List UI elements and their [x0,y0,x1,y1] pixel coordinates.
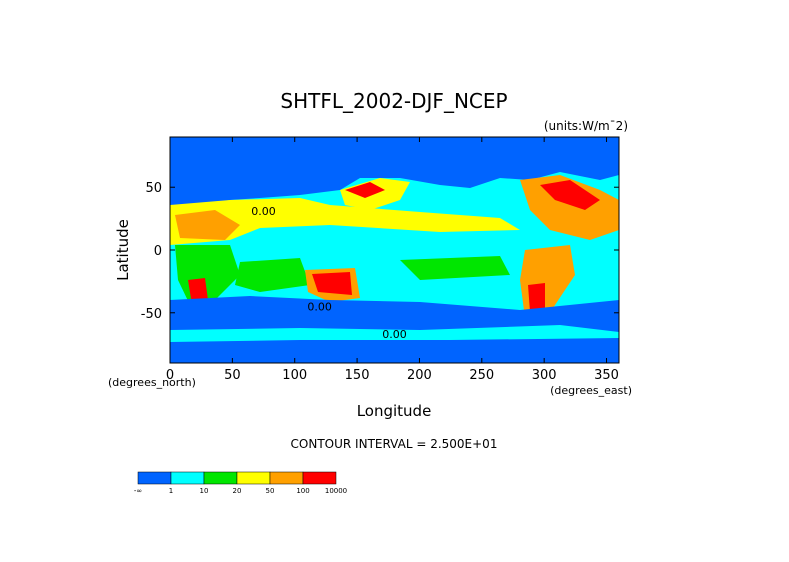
field-north [170,137,619,205]
field-safrica [188,278,208,305]
field-australia-core [312,272,352,295]
title: SHTFL_2002-DJF_NCEP [280,89,507,113]
y-unit: (degrees_north) [108,376,196,389]
field-samerica-core [528,283,545,312]
field-sahara [175,210,240,240]
colorbar-box [269,471,304,485]
y-tick-label: -50 [141,307,162,322]
map-field [170,137,619,363]
x-tick-label: 50 [224,368,241,383]
field-natl-core [540,180,600,210]
field-southern-band [170,325,619,342]
colorbar-box [236,471,271,485]
field-npac-core [345,182,385,198]
colorbar-box [170,471,205,485]
contour-label: 0.00 [251,205,276,218]
x-tick-label: 350 [594,368,619,383]
colorbar-label: 1 [169,487,173,495]
colorbar-box [302,471,337,485]
y-axis-label: Latitude [114,219,132,281]
colorbar-box [203,471,238,485]
field-tropics-n [170,198,520,245]
x-tick-label: 100 [282,368,307,383]
colorbar-label: 50 [266,487,275,495]
y-tick-label: 50 [145,181,162,196]
field-south [170,296,619,363]
x-tick-label: 200 [407,368,432,383]
x-axis-label: Longitude [357,402,432,420]
x-tick-label: 150 [345,368,370,383]
x-tick-label: 300 [532,368,557,383]
contour-label: 0.00 [307,300,332,313]
colorbar-label: 20 [233,487,242,495]
x-tick-label: 250 [469,368,494,383]
colorbar-label: 100 [296,487,309,495]
field-spac [400,256,510,280]
colorbar-label: -∞ [134,487,142,495]
x-unit: (degrees_east) [550,384,632,397]
contour-interval: CONTOUR INTERVAL = 2.500E+01 [291,437,498,451]
x-tick-label: 0 [166,368,174,383]
colorbar-label: 10000 [325,487,347,495]
units: (units:W/m¯2) [544,119,628,133]
y-tick-label: 0 [154,244,162,259]
field-sind [235,258,310,292]
field-natl [520,175,619,240]
colorbar-box [137,471,172,485]
colorbar-label: 10 [200,487,209,495]
contour-label: 0.00 [382,328,407,341]
